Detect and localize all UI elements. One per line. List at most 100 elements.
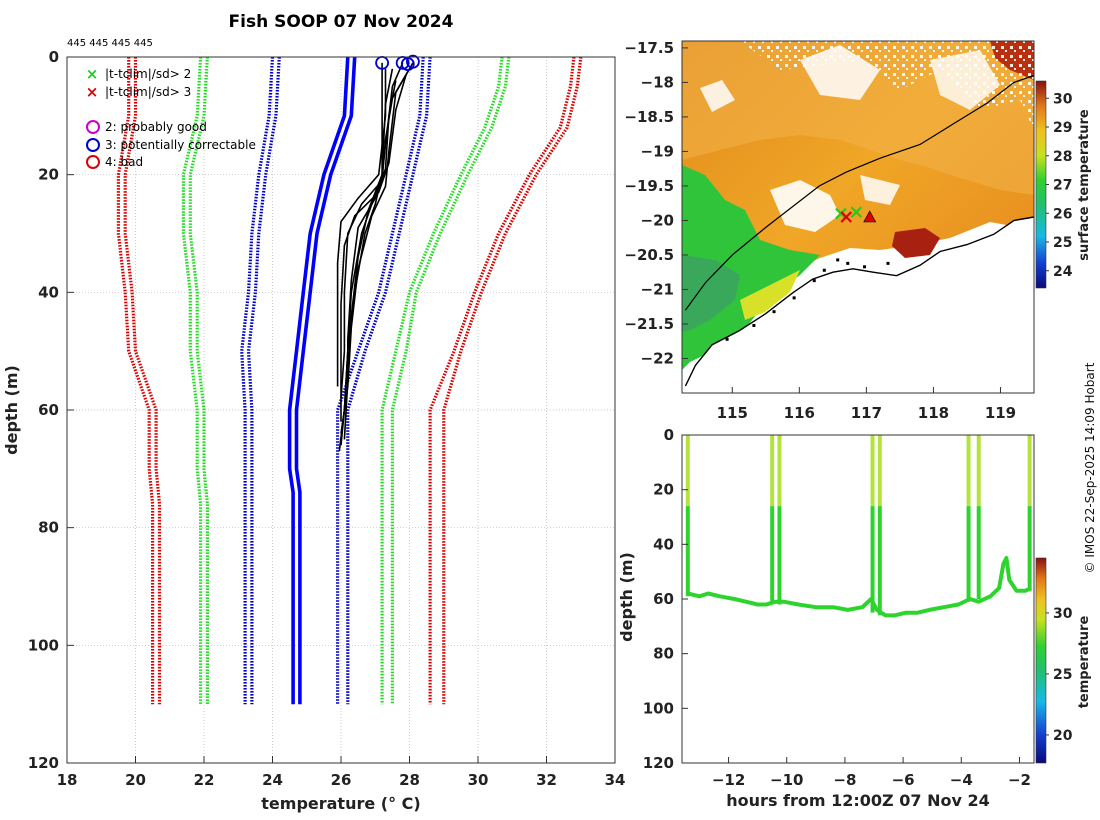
profile-legend: × |t-tclim|/sd> 2 × |t-tclim|/sd> 3 2: p… — [86, 65, 256, 169]
sst-colorbar-tick-label: 27 — [1053, 178, 1072, 194]
sst-cloud-gap-2 — [930, 50, 1000, 110]
sst-colorbar-tick-label: 26 — [1053, 206, 1072, 222]
sst-cloud-gap-4 — [860, 175, 900, 205]
profile-title: Fish SOOP 07 Nov 2024 — [229, 12, 454, 32]
section-xtick-label: −2 — [1008, 771, 1031, 789]
map-xtick-label: 115 — [717, 404, 748, 422]
sst-cloud-gap-1 — [800, 45, 880, 100]
profile-xtick-label: 26 — [331, 771, 352, 789]
sst-cool-region — [682, 255, 740, 332]
map-ytick-label: −18 — [641, 73, 674, 91]
profile-panel: Fish SOOP 07 Nov 2024 445 445 445 445 18… — [2, 12, 625, 813]
map-ytick-label: −21.5 — [624, 315, 674, 333]
legend-label-3sd: |t-tclim|/sd> 3 — [105, 85, 191, 99]
map-ytick-label: −19.5 — [624, 177, 674, 195]
map-ytick-label: −19 — [641, 142, 674, 160]
climatology-line — [346, 56, 432, 705]
sst-colorbar-tick-label: 28 — [1053, 149, 1072, 165]
map-ytick-label: −18.5 — [624, 108, 674, 126]
map-axes-frame — [681, 40, 1035, 394]
profile-xtick-label: 22 — [194, 771, 215, 789]
legend-label-flag2: 2: probably good — [105, 120, 207, 134]
profile-xtick-label: 28 — [399, 771, 420, 789]
sst-colorbar-label: surface temperature — [1077, 109, 1092, 261]
profile-xtick-label: 32 — [536, 771, 557, 789]
map-ytick-label: −22 — [641, 349, 674, 367]
section-ylabel: depth (m) — [617, 552, 636, 642]
island-dot — [822, 268, 826, 272]
legend-label-flag4: 4: bad — [105, 155, 143, 169]
section-xtick-label: −12 — [712, 771, 745, 789]
cast-cross-marker — [840, 211, 853, 223]
temperature-profile-line — [336, 68, 387, 387]
legend-marker-x-green: × — [86, 65, 99, 83]
sst-colorbar-ticks: 24 25 26 27 28 29 30 — [1046, 91, 1073, 280]
sst-cloud-gap-3 — [770, 180, 840, 232]
profile-xtick-label: 24 — [262, 771, 283, 789]
cast-triangle-marker — [863, 210, 877, 223]
section-ytick-label: 20 — [653, 481, 674, 499]
legend-marker-circle-blue — [86, 138, 100, 152]
temperature-colorbar — [1035, 557, 1047, 764]
land-mask — [682, 217, 1034, 393]
map-ytick-label: −20.5 — [624, 246, 674, 264]
sst-cloud-gap-5 — [700, 80, 735, 112]
map-panel: 115 116 117 118 119 −17.5 −18 −18.5 −19 −19.5 −20 −… — [624, 39, 1092, 422]
legend-label-flag3: 3: potentially correctable — [105, 138, 256, 152]
section-panel: −12 −10 −8 −6 −4 −2 0 20 40 60 80 100 120 hours from… — [617, 426, 1092, 810]
island-dot — [812, 279, 816, 283]
temperature-profile-line — [340, 74, 407, 422]
coastline — [684, 216, 1034, 387]
flag-circle-potentially-correctable — [406, 54, 420, 69]
section-xtick-label: −10 — [770, 771, 803, 789]
legend-label-2sd: |t-tclim|/sd> 2 — [105, 67, 191, 81]
sst-colorbar-tick-label: 25 — [1053, 235, 1072, 251]
map-ytick-label: −17.5 — [624, 39, 674, 57]
cast-cross-marker — [850, 206, 863, 218]
map-xtick-label: 117 — [851, 404, 882, 422]
map-xtick-label: 116 — [784, 404, 815, 422]
profile-ytick-label: 120 — [28, 754, 59, 772]
profile-xtick-label: 30 — [468, 771, 489, 789]
section-data — [685, 435, 1032, 618]
island-dot — [752, 323, 756, 327]
map-ytick-label: −20 — [641, 211, 674, 229]
profile-xtick-label: 20 — [125, 771, 146, 789]
climatology-line — [390, 56, 511, 705]
map-xtick-label: 118 — [918, 404, 949, 422]
climatology-line — [287, 56, 350, 705]
sst-yellow-region — [740, 270, 800, 320]
profile-ytick-label: 40 — [38, 283, 59, 301]
island-dot — [863, 265, 867, 269]
sst-hot-patch — [892, 228, 940, 258]
island-dot — [792, 296, 796, 300]
profile-climatology — [116, 56, 583, 705]
coastal-islands — [725, 258, 890, 341]
section-ytick-label: 0 — [664, 426, 674, 444]
profile-ylabel: depth (m) — [2, 365, 21, 455]
profile-ticks: 18 20 22 24 26 28 30 32 34 0 20 40 60 80 100 120 — [28, 48, 626, 789]
section-xlabel: hours from 12:00Z 07 Nov 24 — [726, 791, 989, 810]
profile-xlabel: temperature (° C) — [261, 794, 420, 813]
profile-ytick-label: 80 — [38, 519, 59, 537]
cast-location-markers — [835, 206, 877, 223]
profile-top-annotation: 445 445 445 445 — [67, 38, 153, 49]
island-dot — [886, 261, 890, 265]
sst-colorbar-tick-label: 30 — [1053, 91, 1073, 107]
section-ticks: −12 −10 −8 −6 −4 −2 0 20 40 60 80 100 120 — [643, 426, 1031, 789]
island-dot — [772, 310, 776, 314]
sst-field — [682, 41, 1034, 393]
section-ytick-label: 60 — [653, 590, 674, 608]
map-ticks: 115 116 117 118 119 −17.5 −18 −18.5 −19 −19.5 −20 −… — [624, 39, 1016, 422]
map-xtick-label: 119 — [985, 404, 1016, 422]
legend-marker-circle-magenta — [86, 120, 100, 134]
temperature-colorbar-ticks: 20 25 30 — [1046, 606, 1073, 744]
sst-colorbar-tick-label: 24 — [1053, 264, 1073, 280]
climatology-line — [181, 56, 203, 705]
temperature-colorbar-label: temperature — [1077, 616, 1092, 709]
section-ytick-label: 120 — [643, 754, 674, 772]
climatology-line — [336, 56, 425, 705]
island-dot — [846, 261, 850, 265]
climatology-line — [294, 56, 357, 705]
map-ytick-label: −21 — [641, 280, 674, 298]
